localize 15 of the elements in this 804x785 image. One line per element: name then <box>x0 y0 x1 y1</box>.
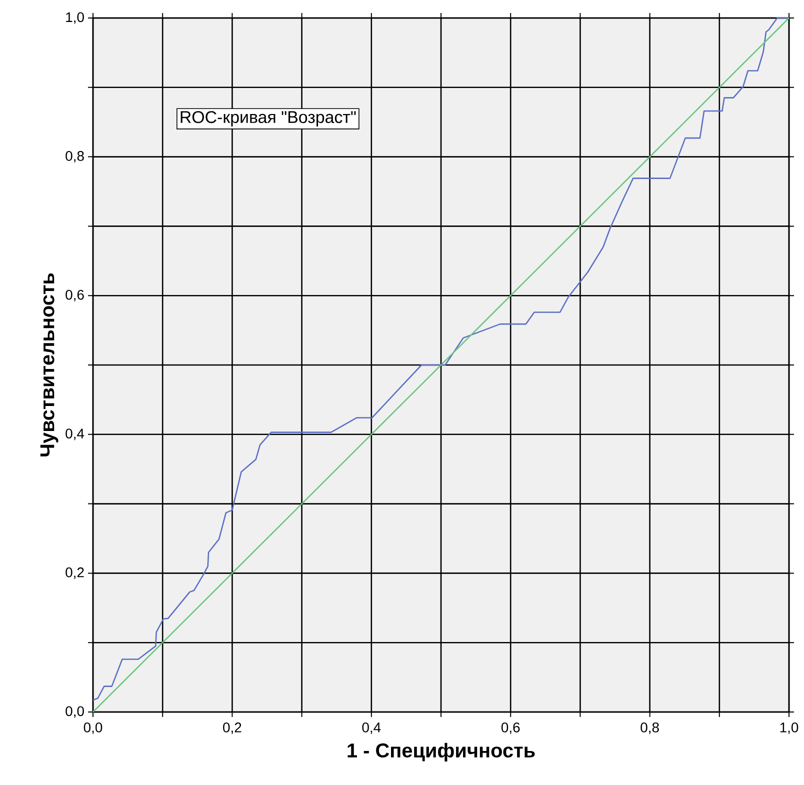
y-tick-label: 1,0 <box>66 12 84 24</box>
x-tick-label: 0,2 <box>223 722 242 734</box>
y-tick-label: 0,4 <box>66 428 84 440</box>
x-tick-label: 0,8 <box>640 722 659 734</box>
y-axis-title: Чувствительность <box>40 273 58 456</box>
x-tick-label: 0,4 <box>362 722 381 734</box>
y-tick-label: 0,6 <box>66 290 84 302</box>
y-tick-label: 0,2 <box>66 567 84 579</box>
text: ROC-кривая "Возраст" <box>180 111 356 126</box>
x-axis-title: 1 - Специфичность <box>348 742 535 762</box>
x-tick-label: 1,0 <box>780 722 798 734</box>
y-tick-label: 0,8 <box>66 151 84 163</box>
x-tick-label: 0,6 <box>501 722 520 734</box>
y-tick-label: 0,0 <box>66 706 84 718</box>
x-tick-label: 0,0 <box>84 722 102 734</box>
